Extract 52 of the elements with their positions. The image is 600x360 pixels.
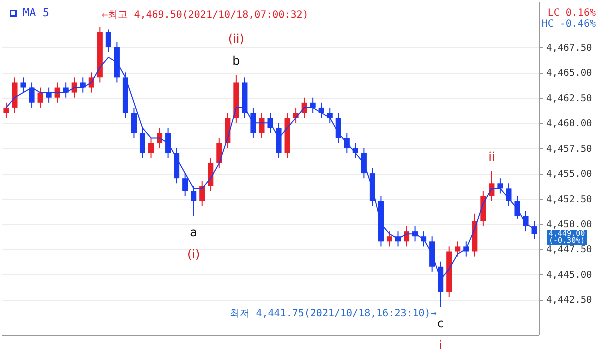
y-tick-label: 4,452.50 <box>546 194 593 206</box>
candlestick <box>336 112 342 144</box>
candlestick <box>498 178 504 194</box>
candlestick <box>259 112 265 139</box>
candlestick <box>250 107 256 139</box>
y-tick-label: 4,460.00 <box>546 118 593 130</box>
candlestick <box>4 102 10 119</box>
annotation: 최저 4,441.75(2021/10/18,16:23:10)→ <box>230 308 437 320</box>
annotation: (ii) <box>228 32 244 46</box>
text: LC 0.16% <box>548 8 596 19</box>
candlestick <box>157 128 163 149</box>
candlestick <box>140 128 146 159</box>
y-tick-label: 4,445.00 <box>546 270 593 281</box>
candlestick <box>131 107 137 139</box>
y-tick-label: 4,455.00 <box>546 169 593 180</box>
candlestick <box>268 112 274 134</box>
candlestick <box>72 77 78 98</box>
candlestick <box>489 170 495 202</box>
candlestick <box>106 29 112 53</box>
candlestick <box>208 158 214 192</box>
candlestick <box>29 82 35 108</box>
annotation: c <box>438 316 444 330</box>
candlestick <box>310 97 316 114</box>
y-tick-label: 4,462.50 <box>546 93 593 104</box>
candlestick <box>166 128 172 159</box>
legend-label: MA 5 <box>23 6 50 20</box>
candlestick <box>80 77 86 94</box>
candlestick <box>455 241 461 258</box>
candlestick <box>182 173 188 197</box>
y-tick-label: 4,442.50 <box>546 295 593 306</box>
candlestick <box>38 87 44 108</box>
candlestick <box>200 180 206 207</box>
candlestick <box>523 210 529 232</box>
candlestick <box>148 138 154 159</box>
candlestick <box>216 138 222 169</box>
candlestick <box>191 186 197 217</box>
text: HC -0.46% <box>542 19 596 30</box>
y-tick-label: 4,450.00 <box>546 220 593 230</box>
candlestick <box>386 231 393 248</box>
annotation: ii <box>488 150 496 164</box>
y-tick-label: 4,465.00 <box>546 68 593 80</box>
y-tick-label: 4,457.50 <box>546 144 593 155</box>
candlestick <box>514 196 520 220</box>
candlestick <box>506 183 512 207</box>
annotation: a <box>190 225 198 240</box>
y-tick-label: 4,467.50 <box>546 42 593 54</box>
annotation: ←최고 4,469.50(2021/10/18,07:00:32) <box>102 10 309 22</box>
annotation: b <box>232 54 240 68</box>
y-tick-label: 4,447.50 <box>546 244 593 256</box>
candlestick <box>20 77 26 94</box>
annotation: (i) <box>187 247 200 262</box>
annotation: i <box>439 338 443 352</box>
